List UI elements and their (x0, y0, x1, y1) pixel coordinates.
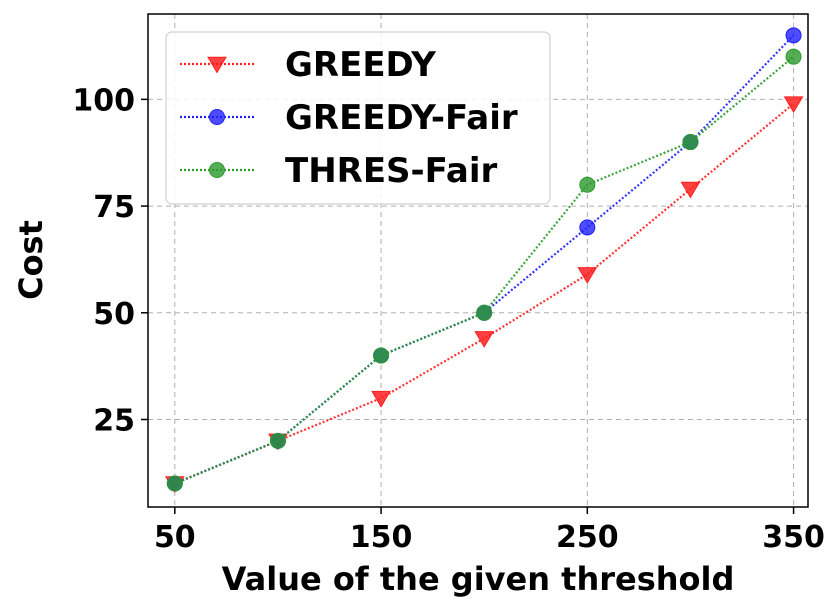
data-point-thres-fair (269, 432, 286, 449)
data-point-greedy (783, 96, 804, 114)
series-thres-fair (166, 48, 802, 492)
data-point-thres-fair (476, 304, 493, 321)
data-point-greedy-fair (785, 27, 802, 44)
plot-frame (147, 13, 809, 508)
legend-label-greedy-fair: GREEDY-Fair (285, 98, 518, 138)
x-tick-label: 150 (350, 520, 413, 555)
data-point-greedy (371, 390, 391, 408)
series-layer (164, 27, 804, 494)
y-tick-label: 75 (93, 190, 135, 225)
data-point-thres-fair (682, 134, 699, 151)
legend: GREEDY GREEDY-Fair THRES-Fair (165, 31, 551, 205)
legend-box (165, 31, 551, 205)
y-axis-label: Cost (12, 220, 50, 300)
legend-marker-thres-fair (209, 162, 225, 178)
y-tick-label: 100 (72, 83, 135, 118)
legend-entry-thres-fair: THRES-Fair (180, 151, 497, 191)
x-tick-label: 250 (556, 520, 619, 555)
legend-marker-greedy-fair (209, 109, 225, 125)
data-point-greedy (474, 331, 495, 348)
legend-label-greedy: GREEDY (285, 45, 436, 85)
data-point-greedy (577, 267, 598, 284)
legend-entry-greedy: GREEDY (180, 45, 436, 85)
data-point-thres-fair (166, 475, 183, 492)
legend-marker-greedy (207, 56, 227, 74)
ticks: 50 150 250 350 25 50 75 100 (72, 83, 825, 555)
series-greedy (164, 96, 804, 494)
legend-entry-greedy-fair: GREEDY-Fair (180, 98, 518, 138)
x-axis-label: Value of the given threshold (222, 560, 735, 598)
data-point-thres-fair (373, 347, 390, 364)
x-tick-label: 50 (154, 520, 196, 555)
data-point-thres-fair (785, 48, 802, 65)
legend-label-thres-fair: THRES-Fair (285, 151, 497, 191)
data-point-thres-fair (579, 176, 596, 193)
y-tick-label: 25 (93, 403, 135, 438)
data-point-greedy (680, 181, 701, 199)
y-tick-label: 50 (93, 297, 135, 332)
data-point-greedy-fair (579, 219, 596, 236)
x-tick-label: 350 (762, 520, 825, 555)
